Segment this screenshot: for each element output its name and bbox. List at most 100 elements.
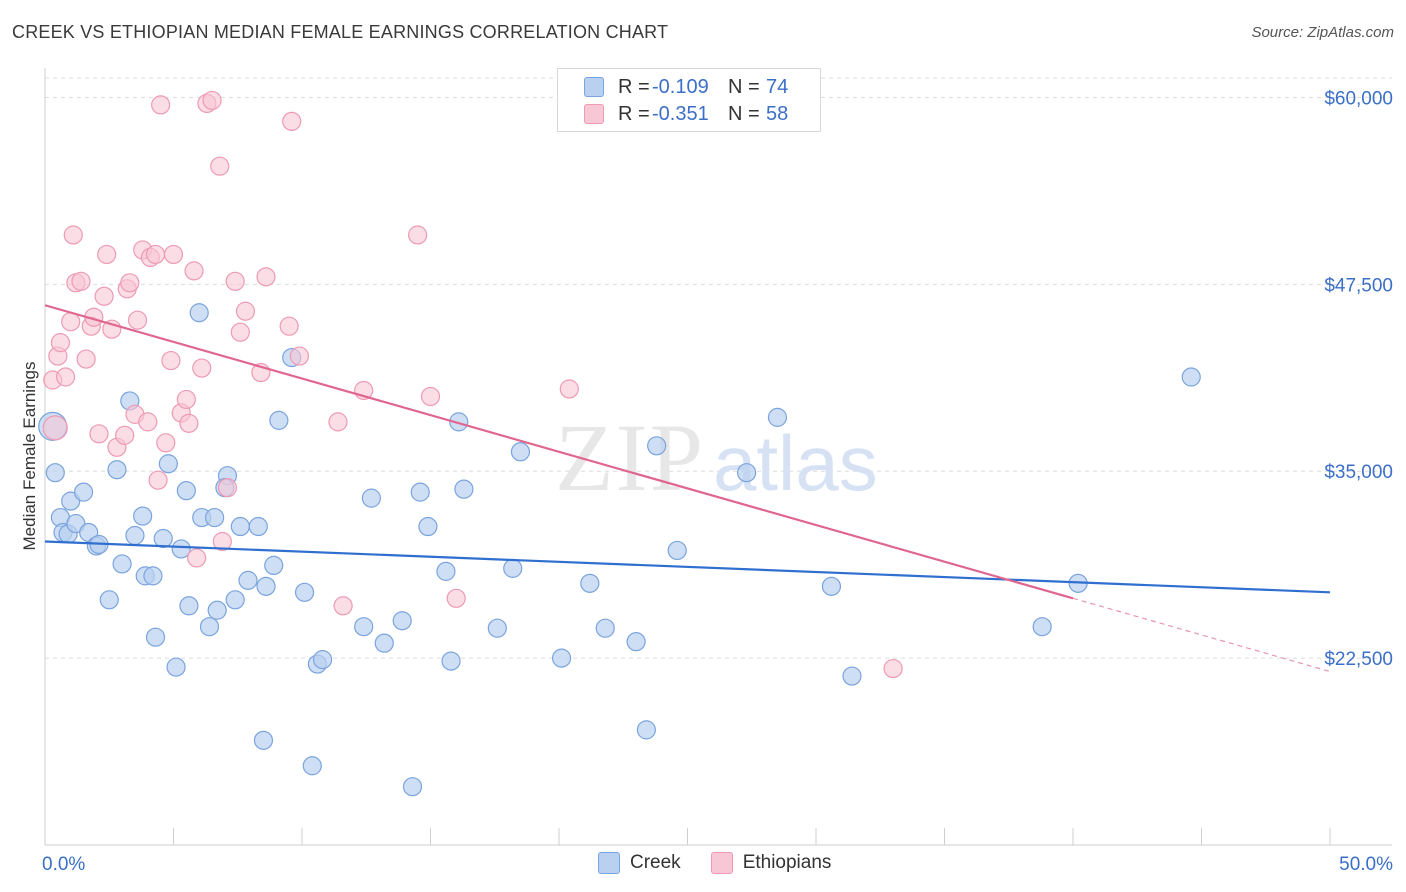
creek-legend-swatch	[598, 852, 620, 874]
creek-point	[441, 651, 461, 671]
ethiopian-trend-extension	[1072, 597, 1331, 673]
creek-points	[38, 303, 1201, 797]
creek-point	[294, 582, 315, 602]
ethiopian-point	[187, 548, 207, 568]
creek-point	[125, 525, 145, 546]
ethiopian-point	[256, 267, 276, 287]
y-tick-label: $35,000	[1324, 462, 1393, 483]
creek-point	[410, 482, 430, 502]
creek-point	[302, 756, 322, 776]
r-label: R =	[618, 75, 650, 98]
creek-point	[256, 576, 276, 596]
watermark-atlas: atlas	[713, 419, 878, 507]
legend-item-ethiopians[interactable]: Ethiopians	[710, 852, 831, 874]
ethiopian-point	[408, 225, 428, 245]
ethiopian-point	[883, 658, 903, 679]
creek-point	[166, 657, 186, 677]
creek-point	[361, 488, 381, 508]
ethiopian-point	[71, 271, 91, 291]
ethiopian-point	[289, 346, 310, 366]
ethiopian-trend-line	[44, 304, 1074, 600]
ethiopian-point	[94, 286, 114, 306]
correlation-legend: R = -0.109 N = 74 R = -0.351 N = 58	[557, 68, 821, 132]
creek-swatch	[584, 77, 604, 97]
creek-point	[354, 617, 374, 637]
ethiopian-point	[328, 412, 348, 432]
y-tick-label: $22,500	[1324, 649, 1393, 670]
creek-point	[205, 507, 225, 528]
creek-point	[449, 412, 469, 432]
ethiopian-point	[184, 261, 204, 281]
trend-lines	[44, 304, 1331, 673]
creek-point	[503, 558, 523, 578]
creek-point	[821, 576, 842, 596]
creek-point	[238, 570, 258, 590]
creek-point	[207, 600, 227, 620]
y-tick-label: $47,500	[1324, 275, 1393, 296]
creek-legend-label: Creek	[630, 852, 681, 873]
creek-point	[402, 777, 423, 797]
creek-point	[312, 650, 333, 670]
ethiopian-point	[127, 310, 148, 330]
ethiopian-point	[63, 225, 83, 245]
creek-point	[176, 481, 196, 501]
creek-point	[99, 590, 119, 610]
ethiopian-point	[42, 415, 68, 441]
n-value: 74	[766, 75, 789, 98]
creek-point	[626, 632, 646, 652]
legend-item-creek[interactable]: Creek	[598, 852, 681, 874]
axes	[44, 68, 1392, 846]
creek-point	[225, 590, 245, 610]
creek-point	[667, 540, 687, 561]
ethiopian-point	[161, 350, 181, 371]
ethiopian-point	[55, 367, 76, 387]
ethiopian-point	[151, 95, 171, 115]
ethiopian-point	[179, 413, 199, 433]
source-label: Source: ZipAtlas.com	[1251, 24, 1394, 41]
creek-point	[595, 618, 615, 638]
ethiopian-point	[282, 111, 302, 131]
ethiopian-point	[156, 433, 176, 453]
ethiopian-point	[202, 90, 222, 111]
creek-point	[145, 627, 166, 647]
x-tick-label-max: 50.0%	[1339, 854, 1393, 875]
creek-point	[1181, 367, 1201, 387]
r-value: -0.109	[652, 75, 709, 98]
ethiopian-point	[210, 156, 230, 176]
ethiopian-point	[192, 358, 212, 378]
ethiopian-point	[446, 588, 466, 608]
creek-point	[436, 561, 456, 581]
creek-point	[143, 566, 163, 586]
creek-point	[73, 482, 94, 502]
ethiopian-point	[225, 271, 245, 291]
ethiopian-point	[138, 412, 158, 432]
creek-point	[253, 730, 274, 750]
ethiopian-point	[176, 389, 196, 410]
chart-title: CREEK VS ETHIOPIAN MEDIAN FEMALE EARNING…	[12, 22, 669, 42]
creek-point	[647, 436, 667, 456]
series-legend: Creek Ethiopians	[598, 852, 861, 874]
creek-point	[487, 618, 507, 638]
creek-point	[171, 539, 191, 559]
ethiopian-point	[89, 424, 109, 444]
ethiopian-point	[420, 386, 441, 407]
ethiopian-point	[333, 596, 353, 616]
creek-point	[454, 479, 474, 499]
creek-point	[842, 666, 862, 686]
creek-point	[199, 617, 220, 637]
ethiopian-point	[50, 333, 71, 353]
r-value: -0.351	[652, 102, 709, 125]
ethiopian-point	[279, 316, 299, 336]
ethiopian-point	[145, 244, 166, 265]
creek-point	[107, 460, 127, 480]
creek-point	[737, 463, 757, 483]
ethiopian-points	[42, 90, 903, 679]
creek-point	[418, 516, 438, 537]
ethiopian-point	[115, 425, 135, 445]
creek-point	[133, 506, 153, 526]
creek-point	[179, 596, 199, 616]
creek-point	[636, 720, 656, 740]
y-tick-label: $60,000	[1324, 88, 1393, 109]
ethiopian-point	[97, 244, 117, 265]
creek-trend-line	[44, 540, 1331, 594]
